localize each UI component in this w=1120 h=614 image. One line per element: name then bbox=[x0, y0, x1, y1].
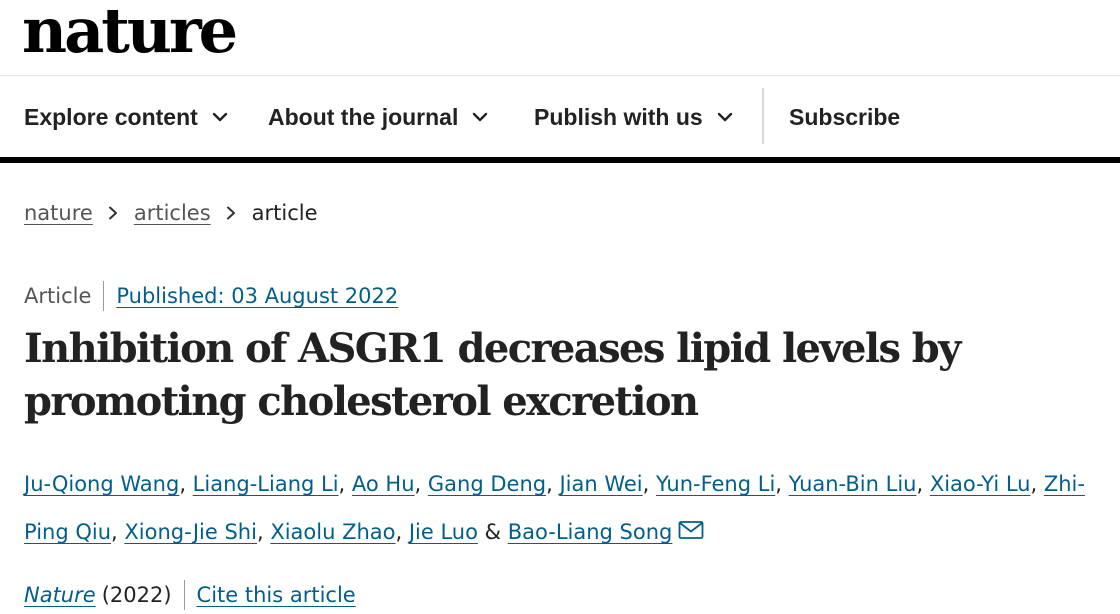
nav-subscribe-label: Subscribe bbox=[789, 103, 901, 130]
publication-year: (2022) bbox=[101, 583, 172, 607]
chevron-right-icon bbox=[226, 206, 235, 220]
nav-explore-content[interactable]: Explore content bbox=[24, 76, 228, 158]
nav-about-the-journal[interactable]: About the journal bbox=[268, 76, 488, 158]
chevron-down-icon bbox=[212, 112, 228, 122]
breadcrumb-current: article bbox=[251, 201, 318, 225]
site-logo[interactable]: nature bbox=[22, 0, 238, 67]
nav-about-the-journal-label: About the journal bbox=[268, 103, 459, 130]
author-list: Ju-Qiong Wang, Liang-Liang Li, Ao Hu, Ga… bbox=[24, 472, 1085, 544]
chevron-down-icon bbox=[473, 112, 488, 122]
nav-publish-with-us-label: Publish with us bbox=[534, 103, 703, 130]
breadcrumb-nature[interactable]: nature bbox=[24, 201, 93, 225]
meta-separator bbox=[103, 281, 105, 311]
citation-bar: Nature (2022) Cite this article bbox=[24, 578, 356, 612]
breadcrumb-articles[interactable]: articles bbox=[133, 201, 211, 225]
journal-link[interactable]: Nature bbox=[24, 583, 96, 607]
author-link[interactable]: Jian Wei bbox=[559, 472, 643, 496]
nav-explore-content-label: Explore content bbox=[24, 103, 198, 130]
cite-this-article-link[interactable]: Cite this article bbox=[196, 583, 356, 607]
article-type: Article bbox=[24, 284, 92, 308]
published-date-link[interactable]: Published: 03 August 2022 bbox=[116, 284, 399, 308]
chevron-down-icon bbox=[717, 112, 732, 122]
author-link[interactable]: Yuan-Bin Liu bbox=[788, 472, 917, 496]
chevron-right-icon bbox=[108, 206, 117, 220]
author-link[interactable]: Xiao-Yi Lu bbox=[929, 472, 1031, 496]
main-nav: Explore content About the journal Publis… bbox=[0, 76, 1120, 158]
author-link[interactable]: Zhi-Ping Qiu bbox=[24, 472, 1085, 544]
nav-subscribe[interactable]: Subscribe bbox=[789, 76, 900, 158]
author-conjunction: & bbox=[484, 520, 502, 544]
author-link[interactable]: Ao Hu bbox=[351, 472, 415, 496]
author-link[interactable]: Ju-Qiong Wang bbox=[24, 472, 180, 496]
corresponding-author-link[interactable]: Bao-Liang Song bbox=[507, 520, 673, 544]
author-link[interactable]: Liang-Liang Li bbox=[192, 472, 339, 496]
nav-publish-with-us[interactable]: Publish with us bbox=[534, 76, 733, 158]
citation-separator bbox=[183, 580, 185, 610]
article-meta: Article Published: 03 August 2022 bbox=[24, 280, 398, 312]
author-link[interactable]: Gang Deng bbox=[427, 472, 547, 496]
author-link[interactable]: Xiaolu Zhao bbox=[270, 520, 396, 544]
breadcrumb: nature articles article bbox=[24, 198, 318, 228]
header-divider bbox=[0, 75, 1120, 76]
author-link[interactable]: Yun-Feng Li bbox=[655, 472, 776, 496]
nav-bottom-rule bbox=[0, 157, 1120, 163]
nav-separator bbox=[762, 88, 764, 144]
author-link[interactable]: Xiong-Jie Shi bbox=[124, 520, 257, 544]
mail-icon[interactable] bbox=[678, 520, 704, 540]
author-link[interactable]: Jie Luo bbox=[408, 520, 478, 544]
article-title: Inhibition of ASGR1 decreases lipid leve… bbox=[24, 325, 961, 425]
